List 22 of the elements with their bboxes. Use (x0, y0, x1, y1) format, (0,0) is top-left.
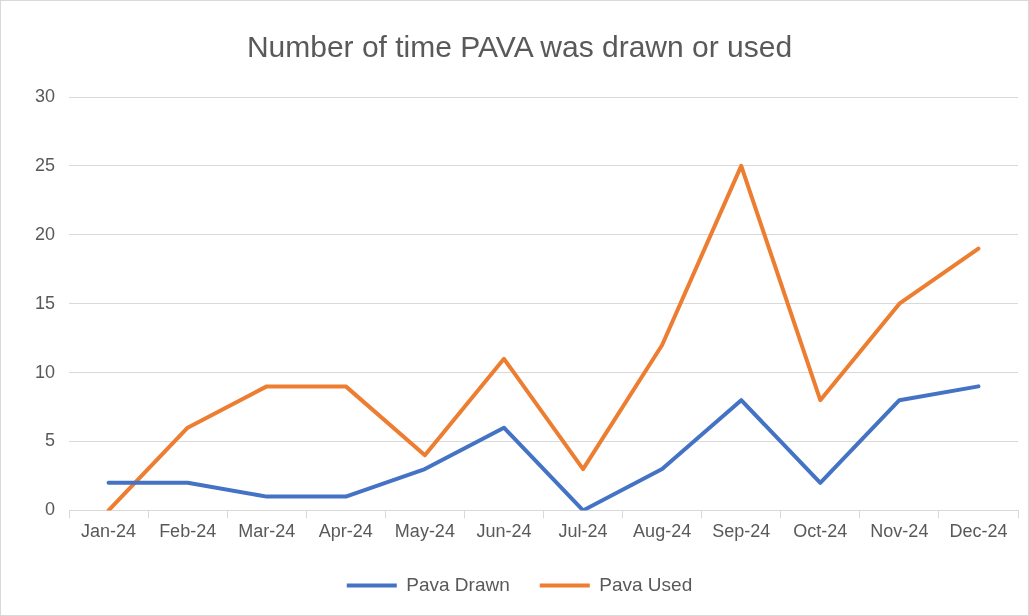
y-tick-label: 15 (34, 292, 56, 313)
x-tick-label: May-24 (394, 521, 455, 542)
y-tick-label: 25 (34, 154, 56, 175)
x-tick-label: Apr-24 (318, 521, 373, 542)
x-tick-label: Sep-24 (712, 521, 771, 542)
legend-label: Pava Used (599, 573, 693, 595)
legend-label: Pava Drawn (406, 573, 510, 595)
x-tick-label: Nov-24 (870, 521, 929, 542)
y-tick-label: 20 (34, 223, 56, 244)
x-tick-label: Jun-24 (476, 521, 532, 542)
x-tick-label: Dec-24 (949, 521, 1008, 542)
x-tick-label: Aug-24 (633, 521, 692, 542)
y-tick-label: 10 (34, 361, 56, 382)
x-tick-label: Feb-24 (159, 521, 217, 542)
y-tick-label: 30 (34, 85, 56, 106)
chart-title: Number of time PAVA was drawn or used (246, 30, 793, 64)
y-tick-label: 0 (45, 499, 56, 520)
x-tick-label: Mar-24 (238, 521, 296, 542)
x-tick-label: Jul-24 (558, 521, 608, 542)
y-tick-label: 5 (45, 430, 56, 451)
x-tick-label: Jan-24 (81, 521, 137, 542)
x-tick-label: Oct-24 (793, 521, 848, 542)
